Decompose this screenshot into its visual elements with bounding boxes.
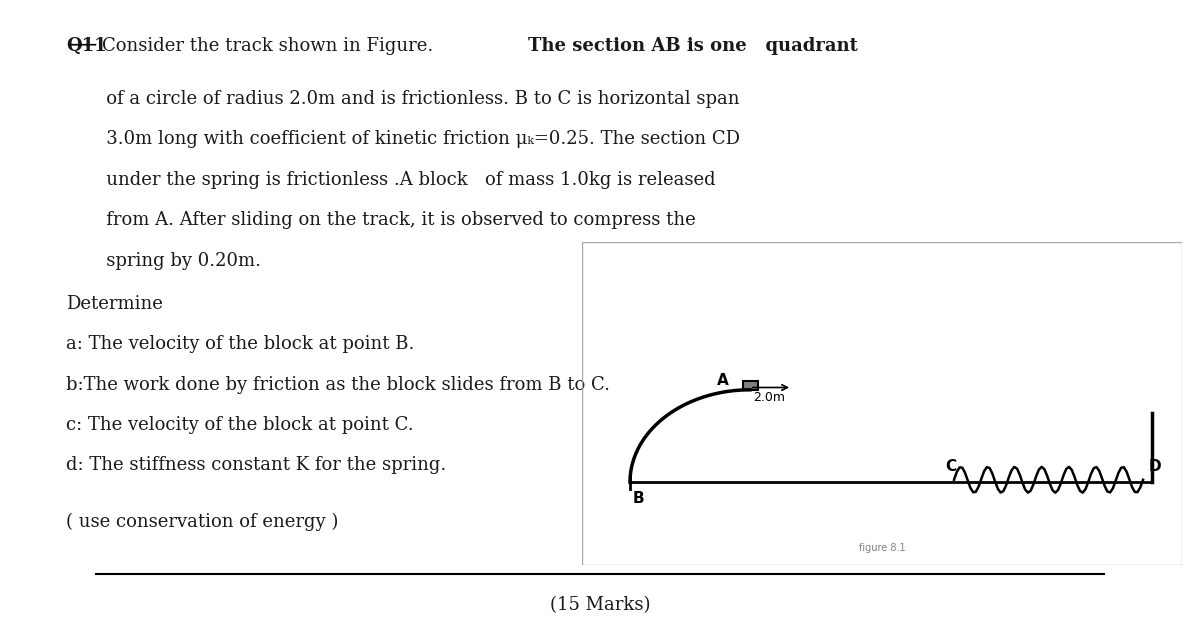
Text: 3.0m long with coefficient of kinetic friction μₖ=0.25. The section CD: 3.0m long with coefficient of kinetic fr… bbox=[66, 130, 740, 148]
Text: Determine: Determine bbox=[66, 295, 163, 313]
Text: Q11: Q11 bbox=[66, 37, 107, 55]
Text: c: The velocity of the block at point C.: c: The velocity of the block at point C. bbox=[66, 416, 414, 434]
Text: b:The work done by friction as the block slides from B to C.: b:The work done by friction as the block… bbox=[66, 376, 610, 394]
Text: figure 8.1: figure 8.1 bbox=[859, 543, 905, 553]
Text: C: C bbox=[946, 458, 956, 474]
Text: (15 Marks): (15 Marks) bbox=[550, 596, 650, 614]
Text: spring by 0.20m.: spring by 0.20m. bbox=[66, 252, 262, 270]
Text: D: D bbox=[1150, 458, 1162, 474]
Bar bbox=[743, 381, 757, 390]
Text: The section AB is one   quadrant: The section AB is one quadrant bbox=[528, 37, 858, 55]
Text: ( use conservation of energy ): ( use conservation of energy ) bbox=[66, 512, 338, 530]
Text: Consider the track shown in Figure.: Consider the track shown in Figure. bbox=[102, 37, 433, 55]
Text: 2.0m: 2.0m bbox=[754, 391, 785, 404]
Text: from A. After sliding on the track, it is observed to compress the: from A. After sliding on the track, it i… bbox=[66, 211, 696, 229]
Text: A: A bbox=[718, 373, 728, 388]
Text: under the spring is frictionless .A block   of mass 1.0kg is released: under the spring is frictionless .A bloc… bbox=[66, 171, 715, 189]
Text: of a circle of radius 2.0m and is frictionless. B to C is horizontal span: of a circle of radius 2.0m and is fricti… bbox=[66, 90, 739, 108]
Text: B: B bbox=[634, 491, 644, 506]
Text: d: The stiffness constant K for the spring.: d: The stiffness constant K for the spri… bbox=[66, 456, 446, 474]
Text: a: The velocity of the block at point B.: a: The velocity of the block at point B. bbox=[66, 335, 414, 353]
